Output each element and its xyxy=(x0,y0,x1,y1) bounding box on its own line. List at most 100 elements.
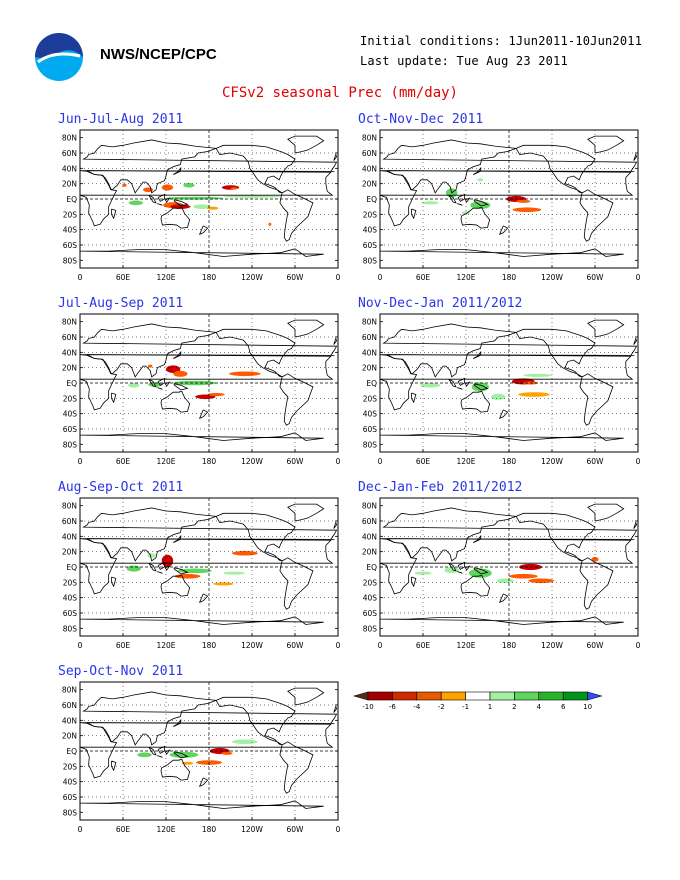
precip-anomaly xyxy=(173,370,188,377)
coastline xyxy=(172,535,182,543)
lat-label: 80S xyxy=(363,624,378,633)
lat-label: 20N xyxy=(62,548,77,557)
precip-anomaly xyxy=(147,553,156,558)
lat-label: 20N xyxy=(62,364,77,373)
lat-label: EQ xyxy=(66,563,77,572)
coastline xyxy=(633,337,638,345)
coastline xyxy=(287,687,325,706)
precip-anomaly xyxy=(229,371,261,377)
lat-label: 80N xyxy=(362,134,377,143)
precip-anomaly xyxy=(181,761,194,765)
legend-swatch xyxy=(514,691,540,701)
lon-label: 0 xyxy=(378,641,383,650)
precip-anomaly xyxy=(128,383,140,388)
coastline xyxy=(579,189,614,242)
lat-label: 20S xyxy=(363,394,378,403)
coastline xyxy=(160,574,191,597)
lat-label: 80N xyxy=(362,318,377,327)
coastline xyxy=(457,561,465,570)
coastline xyxy=(587,135,625,154)
lon-label: 0 xyxy=(336,273,341,282)
lon-label: 180 xyxy=(502,641,517,650)
last-update: Last update: Tue Aug 23 2011 xyxy=(360,54,568,68)
precip-anomaly xyxy=(183,182,195,188)
precip-anomaly xyxy=(512,207,542,213)
coastline xyxy=(111,392,117,404)
precip-anomaly xyxy=(148,364,153,368)
coastline xyxy=(498,593,509,604)
coastline xyxy=(448,562,457,572)
lon-label: 60E xyxy=(116,825,131,834)
noaa-logo xyxy=(34,32,84,82)
lon-label: 60W xyxy=(587,457,605,466)
lat-label: EQ xyxy=(366,379,377,388)
lon-label: 0 xyxy=(78,457,83,466)
precip-anomaly xyxy=(195,394,216,400)
lat-label: 40S xyxy=(63,778,78,787)
coastline xyxy=(457,203,463,206)
lon-label: 120E xyxy=(156,457,175,466)
panel-title: Oct-Nov-Dec 2011 xyxy=(358,112,484,127)
legend-label: -10 xyxy=(362,703,373,711)
coastline xyxy=(279,373,314,426)
coastline xyxy=(148,194,157,204)
coastline xyxy=(157,571,163,574)
coastline xyxy=(633,521,638,529)
coastline xyxy=(333,153,338,161)
coastline xyxy=(460,206,491,229)
coastline xyxy=(379,616,624,625)
coastline xyxy=(287,503,325,522)
coastline xyxy=(157,193,165,202)
precip-anomaly xyxy=(518,392,550,397)
lon-label: 120W xyxy=(541,641,563,650)
precip-anomaly xyxy=(166,196,224,200)
lat-label: 80N xyxy=(62,318,77,327)
legend-label: 4 xyxy=(537,703,542,711)
lon-label: 60W xyxy=(287,273,305,282)
legend-label: -2 xyxy=(438,703,445,711)
coastline xyxy=(111,760,117,772)
lon-label: 60E xyxy=(116,457,131,466)
coastline xyxy=(457,571,463,574)
panel-title: Jun-Jul-Aug 2011 xyxy=(58,112,184,127)
lat-label: 80N xyxy=(362,502,377,511)
lat-label: 40S xyxy=(63,594,78,603)
lat-label: 20S xyxy=(363,578,378,587)
coastline xyxy=(472,351,482,359)
panel-title: Sep-Oct-Nov 2011 xyxy=(58,664,184,679)
legend-swatch xyxy=(465,691,491,701)
precip-anomaly xyxy=(221,751,233,755)
lon-label: 60E xyxy=(116,273,131,282)
coastline xyxy=(173,751,189,759)
lon-label: 180 xyxy=(202,641,217,650)
lon-label: 120E xyxy=(456,457,475,466)
coastline xyxy=(173,199,189,207)
precip-anomaly xyxy=(528,578,555,584)
coastline xyxy=(279,557,314,610)
lon-label: 180 xyxy=(202,457,217,466)
coastline xyxy=(79,538,334,595)
coastline xyxy=(472,535,482,543)
lat-label: 60S xyxy=(363,425,378,434)
lat-label: 20S xyxy=(63,762,78,771)
precip-anomaly xyxy=(166,365,181,374)
coastline xyxy=(498,409,509,420)
coastline xyxy=(79,432,324,441)
lon-label: 0 xyxy=(78,825,83,834)
lat-label: EQ xyxy=(66,747,77,756)
lat-label: 40S xyxy=(363,226,378,235)
precip-anomaly xyxy=(591,557,599,562)
coastline xyxy=(460,574,491,597)
panel-aso: Aug-Sep-Oct 2011 80N 60N 40N 20N EQ 20S 40S 60S… xyxy=(58,480,358,660)
lat-label: 40N xyxy=(362,348,377,357)
panel-ond: Oct-Nov-Dec 2011 80N 60N 40N 20N EQ 20S 40S 60S… xyxy=(358,112,658,292)
coastline xyxy=(160,206,191,229)
coastline xyxy=(411,392,417,404)
precip-anomaly xyxy=(207,392,225,397)
coastline xyxy=(157,745,165,754)
initial-conditions: Initial conditions: 1Jun2011-10Jun2011 xyxy=(360,34,643,48)
